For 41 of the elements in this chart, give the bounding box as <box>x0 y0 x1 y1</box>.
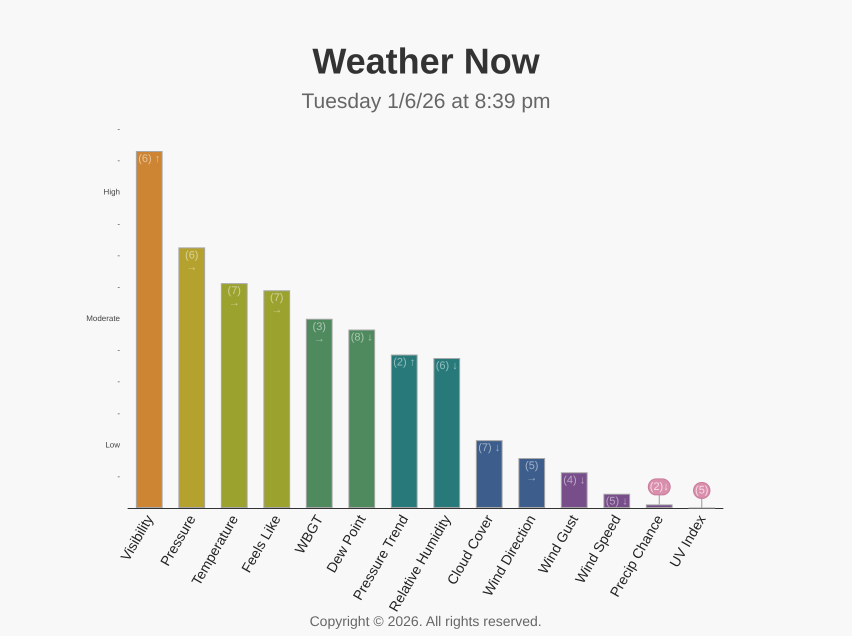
bar <box>220 283 248 508</box>
bar <box>136 151 163 508</box>
annotation: (6) ↑ <box>138 153 160 165</box>
bar <box>306 318 333 508</box>
text: - <box>117 156 120 166</box>
annotation: (6) ↓ <box>436 360 458 372</box>
annotation: (5) <box>695 484 708 496</box>
text: - <box>117 472 120 481</box>
chart-title: Weather Now <box>312 40 541 82</box>
annotation: (8) ↓ <box>350 332 373 344</box>
bar <box>433 358 460 508</box>
annotation: (5) → <box>525 460 538 484</box>
text: - <box>117 377 120 386</box>
annotation: (4) ↓ <box>563 474 586 486</box>
text: High <box>104 188 120 197</box>
chart-subtitle: Tuesday 1/6/26 at 8:39 pm <box>301 90 551 113</box>
annotation: (7) → <box>270 292 284 316</box>
bar <box>348 330 376 508</box>
annotation: (7) ↓ <box>478 442 500 454</box>
annotation: (3) → <box>312 320 326 345</box>
annotation: (2) ↑ <box>393 356 416 368</box>
text: - <box>117 282 120 292</box>
bar <box>560 472 588 508</box>
bar <box>518 458 546 508</box>
text: - <box>117 250 120 260</box>
text: Moderate <box>86 314 121 323</box>
text: - <box>117 408 120 418</box>
bar <box>646 504 673 508</box>
annotation: (7) → <box>228 285 241 310</box>
text: - <box>117 219 120 228</box>
annotation: (5) ↓ <box>606 496 628 508</box>
text: - <box>117 346 120 355</box>
bar <box>390 354 418 508</box>
text: - <box>117 124 120 134</box>
bar <box>178 247 206 508</box>
bar <box>476 440 503 508</box>
text: Low <box>105 440 120 450</box>
annotation: (6) → <box>185 249 198 274</box>
text: Copyright © 2026. All rights reserved. <box>310 613 542 629</box>
annotation: (2)↓ <box>650 480 669 493</box>
bar <box>263 290 290 508</box>
